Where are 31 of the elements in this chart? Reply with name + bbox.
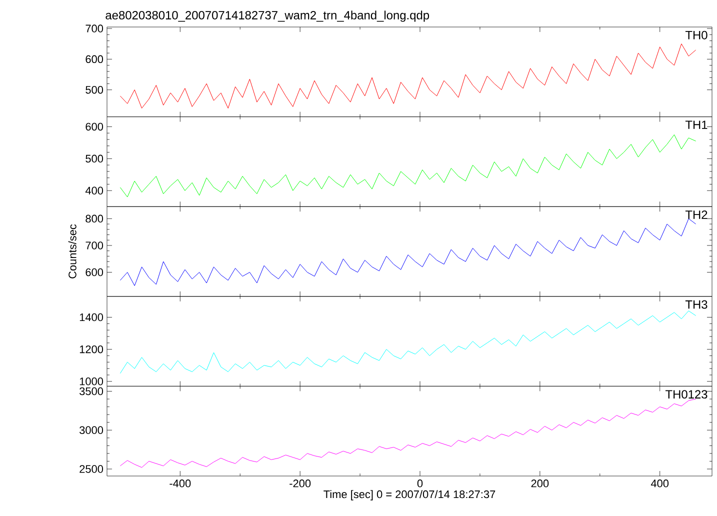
series-label: TH3 [685,300,708,309]
y-tick-label: 3500 [80,387,104,396]
line-series [120,134,696,198]
y-tick-label: 600 [86,268,104,276]
series-label: TH1 [685,120,708,129]
x-tick-label: 400 [650,480,669,488]
x-tick-label: -200 [290,480,311,488]
y-tick-label: 3000 [80,426,104,434]
y-tick-label: 700 [86,24,104,32]
chart-title: ae802038010_20070714182737_wam2_trn_4band_long.qdp [106,10,430,22]
y-axis-title: Counts/sec [68,224,76,278]
series-label: TH0 [685,30,708,40]
y-tick-label: 1200 [80,345,104,354]
series-label: TH0123 [666,390,708,399]
y-tick-label: 1400 [80,313,104,322]
y-tick-label: 1000 [80,378,104,386]
x-tick-label: 200 [531,480,549,488]
x-axis-title: Time [sec] 0 = 2007/07/14 18:27:37 [324,490,496,500]
series-label: TH2 [685,210,708,219]
y-tick-label: 600 [86,122,104,131]
y-tick-label: 400 [85,186,104,194]
x-tick-label: 0 [417,480,423,488]
y-tick-label: 600 [86,55,104,64]
y-tick-label: 700 [86,242,104,250]
line-series [120,310,696,374]
y-tick-label: 500 [86,86,104,94]
line-series [120,218,696,286]
y-tick-label: 800 [86,214,104,223]
y-tick-label: 2500 [80,465,104,473]
x-tick-label: -400 [170,480,191,488]
y-tick-label: 500 [86,154,104,163]
